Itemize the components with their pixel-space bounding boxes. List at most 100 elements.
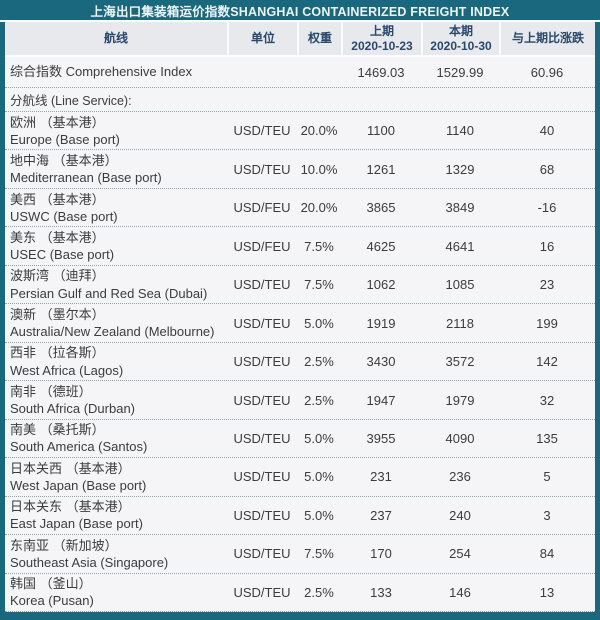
table-row: 综合指数 Comprehensive Index 1469.03 1529.99 60… — [5, 57, 595, 88]
previous-period-value: 237 — [370, 507, 392, 523]
table-row: 欧洲 （基本港） Europe (Base port) USD/TEU 20.0% 11… — [5, 112, 595, 151]
weight-cell: 5.0% — [304, 430, 334, 446]
current-period-value: 4090 — [445, 430, 475, 446]
table-body: 综合指数 Comprehensive Index 1469.03 1529.99 60… — [5, 57, 595, 613]
route-name-cell: 韩国 （釜山） Korea (Pusan) — [5, 575, 227, 609]
route-name-cell: 东南亚 （新加坡） Southeast Asia (Singapore) — [5, 537, 227, 571]
weight-cell: 5.0% — [304, 507, 334, 523]
route-name-zh: 西非 （拉各斯） — [10, 345, 105, 361]
route-name-en: West Africa (Lagos) — [10, 362, 124, 378]
route-name-zh: 南美 （桑托斯） — [10, 422, 105, 438]
weight-cell: 10.0% — [300, 161, 338, 177]
weight-cell: 20.0% — [300, 200, 338, 216]
section-label: 分航线 (Line Service): — [10, 94, 132, 108]
table-row: 南非 （德班） South Africa (Durban) USD/TEU 2.5% 1… — [5, 381, 595, 420]
previous-period-value: 1261 — [366, 161, 396, 177]
route-name: 综合指数 Comprehensive Index — [10, 64, 193, 80]
table-header-row: 航线 单位 权重 上期 2020-10-23 本期 2020-10-30 与上期… — [5, 22, 595, 57]
table-row: 日本关西 （基本港） West Japan (Base port) USD/TEU 5… — [5, 458, 595, 497]
unit-cell: USD/TEU — [233, 507, 291, 523]
route-name-cell: 美东 （基本港） USEC (Base port) — [5, 229, 227, 263]
column-header-route: 航线 — [103, 31, 128, 45]
previous-period-value: 170 — [370, 546, 392, 562]
unit-cell: USD/FEU — [233, 200, 291, 216]
table-row: 美西 （基本港） USWC (Base port) USD/FEU 20.0% 3865… — [5, 188, 595, 228]
change-value: 199 — [536, 315, 558, 331]
route-name-cell: 日本关东 （基本港） East Japan (Base port) — [5, 498, 227, 532]
current-period-value: 1140 — [446, 123, 474, 139]
previous-period-value: 1947 — [366, 392, 396, 408]
current-period-value: 236 — [449, 469, 471, 485]
table-row: 南美 （桑托斯） South America (Santos) USD/TEU 5.0… — [5, 419, 595, 459]
table-row: 美东 （基本港） USEC (Base port) USD/FEU 7.5% 4625 4… — [5, 227, 595, 266]
route-name-zh: 日本关东 （基本港） — [10, 499, 131, 515]
route-name-cell: 澳新 （墨尔本） Australia/New Zealand (Melbourne… — [5, 306, 227, 340]
table-row: 日本关东 （基本港） East Japan (Base port) USD/TEU 5… — [5, 496, 595, 536]
change-value: 68 — [539, 161, 555, 177]
change-value: 40 — [539, 123, 555, 139]
change-value: 32 — [539, 392, 555, 408]
change-value: 3 — [543, 507, 551, 523]
previous-period-value: 133 — [370, 584, 392, 600]
weight-cell: 7.5% — [304, 238, 334, 254]
previous-period-value: 1469.03 — [357, 64, 405, 80]
route-name-zh: 波斯湾 （迪拜） — [10, 268, 105, 284]
change-value: 5 — [543, 469, 551, 485]
route-name-zh: 日本关西 （基本港） — [10, 460, 131, 476]
previous-period-value: 4625 — [366, 238, 396, 254]
weight-cell: 7.5% — [304, 546, 334, 562]
table-title: 上海出口集装箱运价指数SHANGHAI CONTAINERIZED FREIGH… — [0, 0, 600, 22]
unit-cell: USD/TEU — [233, 584, 291, 600]
route-name-en: Korea (Pusan) — [10, 593, 94, 609]
weight-cell: 7.5% — [304, 277, 334, 293]
route-name-en: West Japan (Base port) — [10, 477, 147, 493]
weight-cell: 2.5% — [304, 392, 334, 408]
change-value: 142 — [536, 354, 558, 370]
route-name-zh: 南非 （德班） — [10, 383, 92, 399]
column-header-previous-period: 上期 2020-10-23 — [341, 22, 421, 55]
route-name-zh: 东南亚 （新加坡） — [10, 537, 118, 553]
unit-cell: USD/TEU — [233, 430, 291, 446]
route-name-en: Persian Gulf and Red Sea (Dubai) — [10, 285, 208, 301]
table-row: 西非 （拉各斯） West Africa (Lagos) USD/TEU 2.5% 34… — [5, 342, 595, 382]
current-period-value: 240 — [449, 507, 471, 523]
route-name-en: USWC (Base port) — [10, 208, 118, 224]
table-row: 东南亚 （新加坡） Southeast Asia (Singapore) USD/T… — [5, 535, 595, 574]
weight-cell: 20.0% — [300, 123, 338, 139]
previous-period-value: 3955 — [366, 430, 396, 446]
route-name-en: Europe (Base port) — [10, 131, 120, 147]
unit-cell: USD/TEU — [233, 392, 291, 408]
weight-cell: 2.5% — [304, 584, 334, 600]
route-name-cell: 欧洲 （基本港） Europe (Base port) — [5, 114, 227, 148]
column-header-current-period: 本期 2020-10-30 — [421, 22, 499, 55]
route-name-cell: 南非 （德班） South Africa (Durban) — [5, 383, 227, 417]
current-period-value: 1979 — [445, 392, 475, 408]
route-name-en: East Japan (Base port) — [10, 516, 143, 532]
current-period-value: 2118 — [446, 315, 474, 331]
route-name-en: USEC (Base port) — [10, 247, 115, 263]
weight-cell: 2.5% — [304, 354, 334, 370]
route-name-cell: 日本关西 （基本港） West Japan (Base port) — [5, 460, 227, 494]
previous-period-value: 1062 — [366, 277, 396, 293]
route-name-en: Southeast Asia (Singapore) — [10, 554, 169, 570]
unit-cell: USD/FEU — [233, 238, 291, 254]
change-value: -16 — [537, 200, 557, 216]
column-header-unit: 单位 — [227, 22, 297, 55]
change-value: 135 — [536, 430, 558, 446]
route-name-cell: 美西 （基本港） USWC (Base port) — [5, 191, 227, 225]
route-name-cell: 波斯湾 （迪拜） Persian Gulf and Red Sea (Dubai) — [5, 267, 227, 301]
route-name-zh: 地中海 （基本港） — [10, 153, 118, 169]
change-value: 60.96 — [530, 64, 564, 80]
unit-cell: USD/TEU — [233, 277, 291, 293]
table-row: 地中海 （基本港） Mediterranean (Base port) USD/TE… — [5, 150, 595, 189]
change-value: 23 — [539, 277, 555, 293]
current-period-value: 1085 — [445, 277, 475, 293]
route-name-zh: 韩国 （釜山） — [10, 576, 92, 592]
route-name-cell: 西非 （拉各斯） West Africa (Lagos) — [5, 344, 227, 378]
route-name-en: South America (Santos) — [10, 439, 148, 455]
unit-cell: USD/TEU — [233, 354, 291, 370]
unit-cell: USD/TEU — [233, 161, 291, 177]
route-name-zh: 美东 （基本港） — [10, 229, 105, 245]
table-row: 波斯湾 （迪拜） Persian Gulf and Red Sea (Dubai)… — [5, 265, 595, 305]
